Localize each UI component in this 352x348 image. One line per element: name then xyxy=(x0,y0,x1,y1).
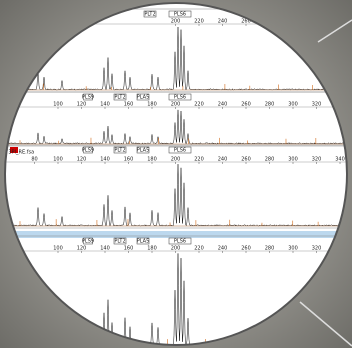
axis-label: 300 xyxy=(288,157,298,163)
axis-label: 140 xyxy=(100,157,110,163)
axis-label: 160 xyxy=(124,246,134,252)
axis-label: 320 xyxy=(312,246,322,252)
axis-label: 240 xyxy=(218,102,228,108)
axis-label: 280 xyxy=(265,102,275,108)
axis-label: 200 xyxy=(171,246,181,252)
blue-bar xyxy=(0,231,352,238)
axis-label: 320 xyxy=(312,157,322,163)
axis-label: 280 xyxy=(265,246,275,252)
bin-label: PLS6 xyxy=(174,148,186,154)
axis-label: 240 xyxy=(218,246,228,252)
axis-label: 140 xyxy=(100,102,110,108)
bin-label: PLA5 xyxy=(137,148,150,154)
page: {"panels":[ {"bins":["PLT2","PLS6"],"axi… xyxy=(0,0,352,348)
axis-label: 100 xyxy=(53,246,63,252)
axis-label: 80 xyxy=(31,157,37,163)
axis-label: 120 xyxy=(77,102,87,108)
bin-label: PLT2 xyxy=(114,239,125,245)
axis-label: 280 xyxy=(265,157,275,163)
axis-label: 100 xyxy=(53,102,63,108)
axis-label: 120 xyxy=(77,246,87,252)
axis-label: 180 xyxy=(147,246,157,252)
axis-label: 220 xyxy=(194,19,204,25)
axis-label: 180 xyxy=(147,157,157,163)
axis-label: 100 xyxy=(53,157,63,163)
bin-label: PLS6 xyxy=(174,95,186,101)
axis-label: 160 xyxy=(124,157,134,163)
axis-label: 260 xyxy=(241,102,251,108)
axis-label: 240 xyxy=(218,157,228,163)
axis-label: 220 xyxy=(194,102,204,108)
axis-label: 200 xyxy=(171,19,181,25)
axis-label: 300 xyxy=(288,246,298,252)
axis-label: 180 xyxy=(147,102,157,108)
axis-label: 140 xyxy=(100,246,110,252)
bin-label: PLA5 xyxy=(137,95,150,101)
axis-label: 200 xyxy=(171,102,181,108)
axis-label: 200 xyxy=(171,157,181,163)
axis-label: 340 xyxy=(335,157,345,163)
bin-label: PLT2 xyxy=(144,12,155,18)
bin-label: PLS6 xyxy=(174,12,186,18)
axis-label: 300 xyxy=(288,102,298,108)
bin-label: PLT2 xyxy=(114,148,125,154)
axis-label: 240 xyxy=(218,19,228,25)
axis-label: 320 xyxy=(312,102,322,108)
bin-label: PLS9 xyxy=(82,95,94,101)
axis-label: 220 xyxy=(194,246,204,252)
bin-label: PLA5 xyxy=(137,239,150,245)
axis-label: 260 xyxy=(241,157,251,163)
axis-label: 260 xyxy=(241,246,251,252)
screenshot: PLT2PLS6200220240260280PLS9PLT2PLA5PLS61… xyxy=(0,0,352,348)
bin-label: PLS9 xyxy=(82,148,94,154)
bin-label: PLT2 xyxy=(114,95,125,101)
axis-label: 160 xyxy=(124,102,134,108)
bin-label: PLS9 xyxy=(82,239,94,245)
bin-label: PLS6 xyxy=(174,239,186,245)
axis-label: 220 xyxy=(194,157,204,163)
axis-label: 120 xyxy=(77,157,87,163)
